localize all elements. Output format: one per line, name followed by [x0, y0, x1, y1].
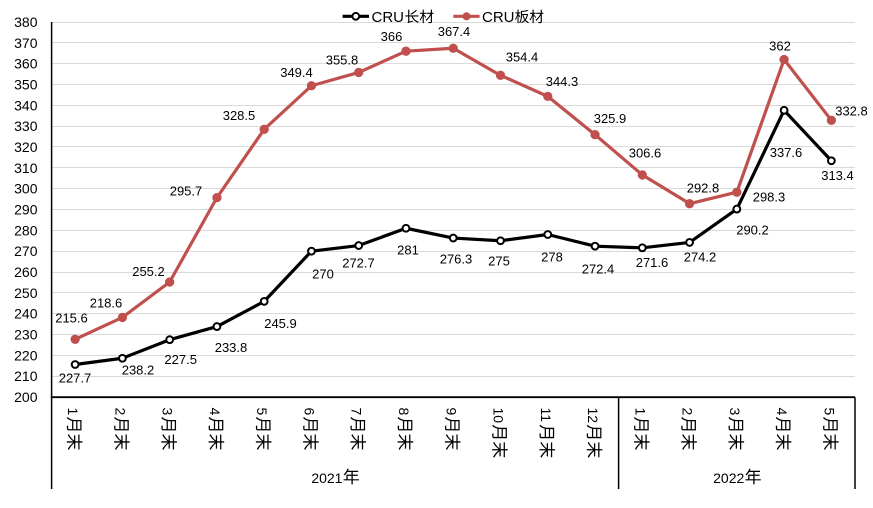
svg-text:275: 275 [488, 254, 510, 269]
svg-text:344.3: 344.3 [546, 74, 579, 89]
svg-text:349.4: 349.4 [280, 65, 313, 80]
svg-text:300: 300 [14, 181, 38, 197]
svg-text:8: 8 [396, 408, 412, 416]
svg-text:5: 5 [821, 408, 837, 416]
svg-text:354.4: 354.4 [506, 50, 539, 65]
svg-text:278: 278 [541, 250, 563, 265]
svg-text:325.9: 325.9 [594, 111, 627, 126]
svg-text:298.3: 298.3 [753, 190, 786, 205]
svg-text:215.6: 215.6 [55, 311, 88, 326]
svg-text:245.9: 245.9 [264, 316, 297, 331]
svg-text:292.8: 292.8 [687, 181, 720, 196]
svg-text:12: 12 [585, 408, 601, 424]
svg-text:3: 3 [727, 408, 743, 416]
svg-text:310: 310 [14, 160, 38, 176]
svg-text:366: 366 [381, 29, 403, 44]
svg-text:210: 210 [14, 368, 38, 384]
svg-text:367.4: 367.4 [438, 24, 471, 39]
svg-text:255.2: 255.2 [132, 264, 165, 279]
svg-text:280: 280 [14, 222, 38, 238]
svg-text:CRU: CRU [372, 9, 405, 26]
svg-text:360: 360 [14, 56, 38, 72]
svg-text:272.7: 272.7 [342, 256, 375, 271]
svg-text:6: 6 [301, 408, 317, 416]
svg-text:306.6: 306.6 [629, 146, 662, 161]
svg-text:227.5: 227.5 [164, 352, 197, 367]
svg-text:313.4: 313.4 [821, 168, 854, 183]
svg-text:238.2: 238.2 [122, 363, 155, 378]
svg-text:350: 350 [14, 77, 38, 93]
svg-text:355.8: 355.8 [326, 53, 359, 68]
svg-text:295.7: 295.7 [170, 184, 203, 199]
svg-text:271.6: 271.6 [636, 255, 669, 270]
svg-text:5: 5 [254, 408, 270, 416]
svg-text:2: 2 [112, 408, 128, 416]
svg-text:10: 10 [491, 408, 507, 424]
svg-text:230: 230 [14, 327, 38, 343]
svg-text:4: 4 [774, 408, 790, 416]
svg-text:370: 370 [14, 35, 38, 51]
svg-text:270: 270 [14, 243, 38, 259]
svg-text:9: 9 [443, 408, 459, 416]
svg-text:250: 250 [14, 285, 38, 301]
svg-text:200: 200 [14, 389, 38, 405]
svg-text:240: 240 [14, 306, 38, 322]
svg-text:7: 7 [349, 408, 365, 416]
svg-text:330: 330 [14, 118, 38, 134]
svg-text:270: 270 [312, 267, 334, 282]
svg-text:290.2: 290.2 [736, 223, 769, 238]
svg-text:274.2: 274.2 [684, 250, 717, 265]
svg-text:218.6: 218.6 [90, 296, 123, 311]
svg-text:320: 320 [14, 139, 38, 155]
svg-text:2021: 2021 [311, 470, 342, 486]
svg-text:328.5: 328.5 [223, 108, 256, 123]
svg-text:260: 260 [14, 264, 38, 280]
svg-text:281: 281 [397, 243, 419, 258]
svg-text:1: 1 [632, 408, 648, 416]
svg-text:337.6: 337.6 [770, 145, 803, 160]
svg-text:233.8: 233.8 [215, 340, 248, 355]
svg-text:290: 290 [14, 202, 38, 218]
svg-text:272.4: 272.4 [582, 262, 615, 277]
svg-text:332.8: 332.8 [835, 104, 868, 119]
svg-text:220: 220 [14, 347, 38, 363]
svg-text:3: 3 [160, 408, 176, 416]
svg-text:380: 380 [14, 14, 38, 30]
svg-text:2022: 2022 [713, 470, 744, 486]
svg-text:2: 2 [680, 408, 696, 416]
svg-text:4: 4 [207, 408, 223, 416]
svg-text:227.7: 227.7 [59, 371, 92, 386]
svg-text:CRU: CRU [482, 9, 515, 26]
svg-text:1: 1 [65, 408, 81, 416]
svg-text:11: 11 [538, 408, 554, 423]
svg-text:276.3: 276.3 [440, 252, 473, 267]
svg-text:362: 362 [769, 39, 791, 54]
svg-text:340: 340 [14, 97, 38, 113]
